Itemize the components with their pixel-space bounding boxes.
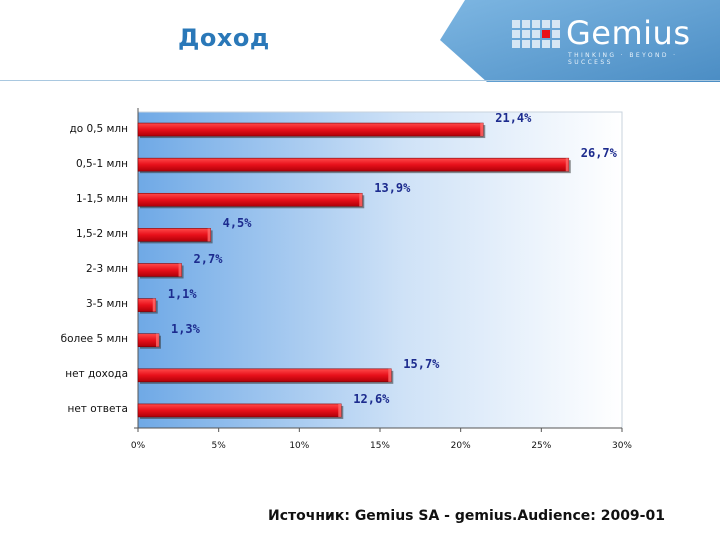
- bar: [137, 157, 571, 174]
- bar-rect: [137, 122, 484, 137]
- bars-group: [137, 122, 571, 419]
- value-label: 1,3%: [170, 321, 200, 336]
- value-label: 26,7%: [580, 146, 617, 161]
- brand-panel-shape: [440, 0, 720, 82]
- bar-cap: [178, 263, 182, 277]
- category-label: 3-5 млн: [86, 298, 128, 311]
- category-label: нет дохода: [65, 368, 128, 381]
- bar: [137, 263, 184, 279]
- bar: [137, 298, 158, 314]
- x-tick-label: 20%: [450, 441, 471, 451]
- bar-rect: [137, 228, 211, 242]
- x-tick-label: 0%: [130, 441, 146, 451]
- bar-cap: [152, 298, 156, 312]
- value-label: 21,4%: [495, 111, 532, 126]
- page-title: Доход: [178, 24, 270, 52]
- category-label: нет ответа: [67, 403, 128, 416]
- value-label: 2,7%: [193, 251, 223, 266]
- bar-rect: [137, 368, 392, 383]
- value-label: 15,7%: [403, 356, 440, 371]
- bar-cap: [155, 333, 159, 347]
- bar: [137, 333, 161, 349]
- value-label: 4,5%: [222, 216, 252, 231]
- category-label: до 0,5 млн: [69, 122, 128, 135]
- bar-rect: [137, 157, 570, 172]
- x-tick-label: 25%: [531, 441, 552, 451]
- source-note: Источник: Gemius SA - gemius.Audience: 2…: [268, 508, 665, 524]
- header-divider: [0, 80, 720, 81]
- bar: [137, 228, 213, 244]
- bar-cap: [565, 158, 569, 172]
- x-tick-label: 30%: [611, 441, 632, 451]
- logo-tagline: THINKING · BEYOND · SUCCESS: [568, 52, 678, 66]
- bar: [137, 403, 344, 419]
- bar-cap: [207, 228, 211, 242]
- category-label: 2-3 млн: [86, 263, 128, 275]
- bar-cap: [359, 193, 363, 207]
- x-tick-label: 15%: [369, 441, 390, 451]
- bar-cap: [388, 368, 392, 382]
- header: Доход Gemius THINKING · BEYOND · SUCCESS: [0, 0, 720, 82]
- logo-mark-icon: [512, 20, 560, 48]
- bar-rect: [137, 263, 182, 277]
- category-label: 1,5-2 млн: [75, 227, 128, 240]
- category-label: более 5 млн: [60, 333, 128, 346]
- bar-chart: [134, 108, 623, 432]
- brand-panel: [440, 0, 720, 82]
- bar-cap: [338, 403, 342, 417]
- value-label: 1,1%: [167, 286, 197, 301]
- category-label: 0,5-1 млн: [75, 157, 128, 170]
- bar-rect: [137, 333, 160, 348]
- bar: [137, 192, 365, 209]
- value-label: 13,9%: [374, 181, 411, 196]
- bar: [137, 122, 486, 139]
- category-label: 1-1,5 млн: [75, 192, 128, 205]
- logo-text: Gemius: [566, 14, 691, 52]
- bar-rect: [137, 192, 363, 207]
- value-label: 12,6%: [353, 391, 390, 406]
- x-tick-label: 10%: [289, 441, 310, 451]
- bar: [137, 368, 394, 384]
- bar-rect: [137, 403, 342, 418]
- x-tick-label: 5%: [211, 441, 226, 451]
- bar-cap: [480, 123, 484, 137]
